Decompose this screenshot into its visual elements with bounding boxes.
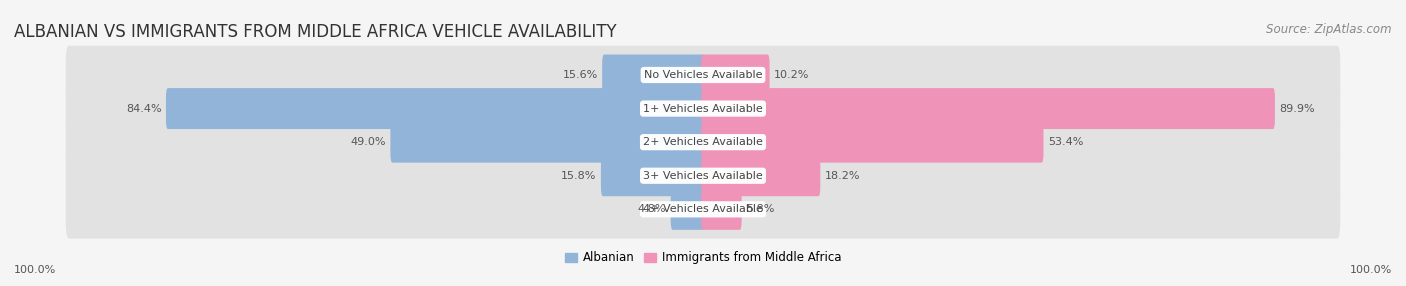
Text: 18.2%: 18.2% xyxy=(825,171,860,181)
Text: 15.8%: 15.8% xyxy=(561,171,596,181)
FancyBboxPatch shape xyxy=(66,79,1340,138)
Text: 49.0%: 49.0% xyxy=(350,137,387,147)
Text: 5.8%: 5.8% xyxy=(747,204,775,214)
Text: No Vehicles Available: No Vehicles Available xyxy=(644,70,762,80)
FancyBboxPatch shape xyxy=(66,146,1340,205)
Text: Source: ZipAtlas.com: Source: ZipAtlas.com xyxy=(1267,23,1392,36)
Text: ALBANIAN VS IMMIGRANTS FROM MIDDLE AFRICA VEHICLE AVAILABILITY: ALBANIAN VS IMMIGRANTS FROM MIDDLE AFRIC… xyxy=(14,23,617,41)
FancyBboxPatch shape xyxy=(702,88,1275,129)
FancyBboxPatch shape xyxy=(66,113,1340,171)
FancyBboxPatch shape xyxy=(166,88,704,129)
Legend: Albanian, Immigrants from Middle Africa: Albanian, Immigrants from Middle Africa xyxy=(560,247,846,269)
Text: 53.4%: 53.4% xyxy=(1047,137,1083,147)
Text: 89.9%: 89.9% xyxy=(1279,104,1315,114)
FancyBboxPatch shape xyxy=(66,46,1340,104)
Text: 3+ Vehicles Available: 3+ Vehicles Available xyxy=(643,171,763,181)
Text: 4+ Vehicles Available: 4+ Vehicles Available xyxy=(643,204,763,214)
Text: 84.4%: 84.4% xyxy=(127,104,162,114)
Text: 4.8%: 4.8% xyxy=(638,204,666,214)
FancyBboxPatch shape xyxy=(600,155,704,196)
Text: 15.6%: 15.6% xyxy=(562,70,598,80)
Text: 1+ Vehicles Available: 1+ Vehicles Available xyxy=(643,104,763,114)
FancyBboxPatch shape xyxy=(702,55,769,96)
FancyBboxPatch shape xyxy=(391,122,704,163)
FancyBboxPatch shape xyxy=(702,189,742,230)
FancyBboxPatch shape xyxy=(602,55,704,96)
FancyBboxPatch shape xyxy=(702,155,820,196)
Text: 10.2%: 10.2% xyxy=(775,70,810,80)
Text: 2+ Vehicles Available: 2+ Vehicles Available xyxy=(643,137,763,147)
FancyBboxPatch shape xyxy=(702,122,1043,163)
Text: 100.0%: 100.0% xyxy=(1350,265,1392,275)
FancyBboxPatch shape xyxy=(66,180,1340,239)
FancyBboxPatch shape xyxy=(671,189,704,230)
Text: 100.0%: 100.0% xyxy=(14,265,56,275)
